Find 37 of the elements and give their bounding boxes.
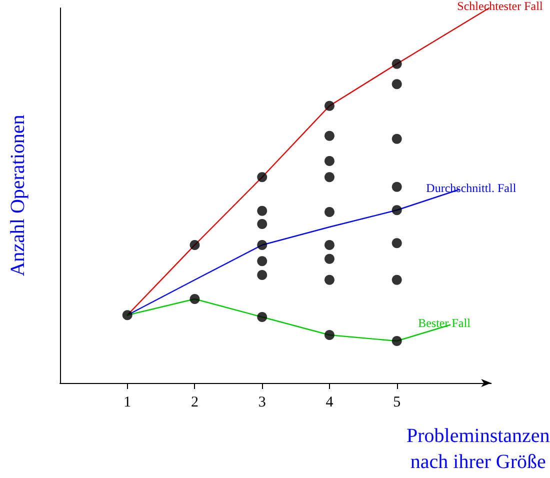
point — [257, 256, 268, 266]
point — [392, 58, 402, 69]
x-tick-label: 4 — [326, 394, 334, 410]
x-tick-label: 1 — [124, 394, 132, 410]
point — [122, 310, 132, 320]
point — [324, 156, 334, 166]
x-tick-label: 2 — [190, 394, 198, 410]
point — [324, 274, 334, 285]
x-tick-label: 5 — [393, 394, 401, 410]
series-label: Schlechtester Fall — [457, 0, 544, 13]
point — [324, 130, 334, 141]
point — [324, 172, 334, 182]
point — [190, 294, 200, 304]
x-tick-label: 3 — [258, 394, 266, 410]
point — [257, 270, 268, 280]
point — [257, 219, 268, 229]
point — [324, 100, 334, 111]
point — [324, 240, 334, 250]
point — [257, 206, 268, 216]
point — [257, 312, 268, 322]
y-axis-title: Anzahl Operationen — [7, 114, 29, 276]
point — [257, 240, 268, 250]
point — [392, 79, 402, 90]
point — [392, 336, 402, 346]
point — [392, 182, 402, 192]
point — [392, 134, 402, 144]
point — [392, 274, 402, 285]
series-label: Durchschnittl. Fall — [426, 180, 517, 195]
series-label: Bester Fall — [418, 316, 472, 330]
x-axis-title: Probleminstanzen nach ihrer Größe — [406, 425, 550, 473]
point — [324, 330, 334, 340]
point — [392, 205, 402, 216]
point — [257, 172, 268, 182]
point — [392, 238, 402, 248]
point — [324, 207, 334, 217]
point — [324, 254, 334, 264]
point — [190, 240, 200, 250]
